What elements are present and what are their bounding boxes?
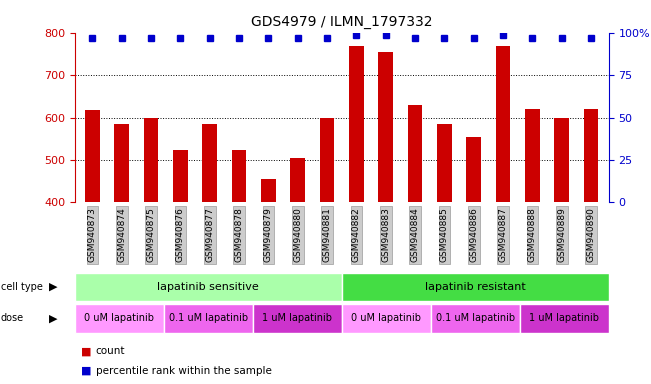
- Bar: [75, 304, 164, 333]
- Text: ■: ■: [81, 346, 92, 356]
- Bar: [431, 304, 519, 333]
- Text: ▶: ▶: [49, 313, 58, 323]
- Bar: [349, 46, 364, 202]
- Text: GSM940877: GSM940877: [205, 207, 214, 262]
- Text: GSM940878: GSM940878: [234, 207, 243, 262]
- Text: lapatinib resistant: lapatinib resistant: [425, 282, 525, 292]
- Text: lapatinib sensitive: lapatinib sensitive: [158, 282, 259, 292]
- Bar: [555, 118, 569, 202]
- Bar: [342, 304, 431, 333]
- Bar: [584, 109, 598, 202]
- Bar: [164, 304, 253, 333]
- Text: GSM940884: GSM940884: [411, 207, 420, 262]
- Bar: [378, 52, 393, 202]
- Text: GSM940874: GSM940874: [117, 207, 126, 262]
- Text: GSM940885: GSM940885: [440, 207, 449, 262]
- Bar: [232, 151, 247, 202]
- Bar: [75, 273, 342, 301]
- Text: percentile rank within the sample: percentile rank within the sample: [96, 366, 271, 376]
- Text: GSM940890: GSM940890: [587, 207, 596, 262]
- Bar: [519, 304, 609, 333]
- Text: ▶: ▶: [49, 282, 58, 292]
- Title: GDS4979 / ILMN_1797332: GDS4979 / ILMN_1797332: [251, 15, 432, 29]
- Bar: [85, 110, 100, 202]
- Bar: [437, 124, 452, 202]
- Text: GSM940888: GSM940888: [528, 207, 537, 262]
- Bar: [290, 157, 305, 202]
- Text: 0.1 uM lapatinib: 0.1 uM lapatinib: [436, 313, 515, 323]
- Text: GSM940883: GSM940883: [381, 207, 390, 262]
- Text: 0 uM lapatinib: 0 uM lapatinib: [352, 313, 421, 323]
- Bar: [342, 273, 609, 301]
- Text: count: count: [96, 346, 125, 356]
- Bar: [202, 124, 217, 202]
- Text: 1 uM lapatinib: 1 uM lapatinib: [529, 313, 599, 323]
- Bar: [253, 304, 342, 333]
- Text: 0.1 uM lapatinib: 0.1 uM lapatinib: [169, 313, 248, 323]
- Text: GSM940880: GSM940880: [294, 207, 302, 262]
- Bar: [144, 118, 158, 202]
- Bar: [320, 118, 335, 202]
- Bar: [408, 105, 422, 202]
- Bar: [496, 46, 510, 202]
- Text: 1 uM lapatinib: 1 uM lapatinib: [262, 313, 332, 323]
- Text: cell type: cell type: [1, 282, 42, 292]
- Bar: [115, 124, 129, 202]
- Text: GSM940887: GSM940887: [499, 207, 508, 262]
- Text: GSM940889: GSM940889: [557, 207, 566, 262]
- Bar: [173, 151, 187, 202]
- Text: GSM940879: GSM940879: [264, 207, 273, 262]
- Text: dose: dose: [1, 313, 24, 323]
- Text: 0 uM lapatinib: 0 uM lapatinib: [85, 313, 154, 323]
- Text: GSM940881: GSM940881: [323, 207, 331, 262]
- Text: GSM940876: GSM940876: [176, 207, 185, 262]
- Bar: [466, 137, 481, 202]
- Text: GSM940873: GSM940873: [88, 207, 97, 262]
- Bar: [261, 179, 276, 202]
- Text: ■: ■: [81, 366, 92, 376]
- Text: GSM940882: GSM940882: [352, 207, 361, 262]
- Text: GSM940886: GSM940886: [469, 207, 478, 262]
- Bar: [525, 109, 540, 202]
- Text: GSM940875: GSM940875: [146, 207, 156, 262]
